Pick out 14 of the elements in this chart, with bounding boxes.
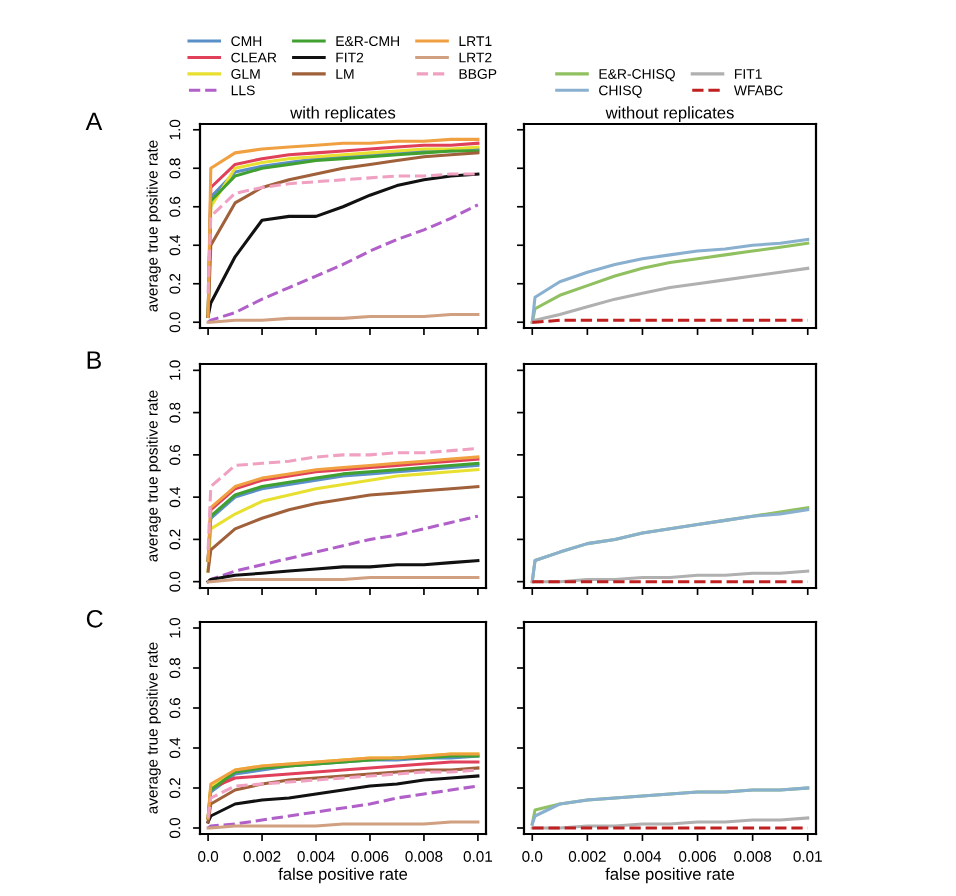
line-series <box>206 172 480 295</box>
chart-title: with replicates <box>290 106 396 122</box>
x-axis-title: false positive rate <box>605 867 735 884</box>
line-series <box>206 784 480 830</box>
text: B <box>87 351 101 369</box>
line-series <box>206 514 480 584</box>
text: C <box>86 609 103 628</box>
line-series <box>206 559 480 584</box>
x-axis-title: false positive rate <box>278 867 408 884</box>
line-series <box>206 485 480 573</box>
line-series <box>206 447 480 552</box>
chart-title: without replicates <box>605 106 734 122</box>
line-series <box>206 203 480 324</box>
text: A <box>85 112 103 130</box>
